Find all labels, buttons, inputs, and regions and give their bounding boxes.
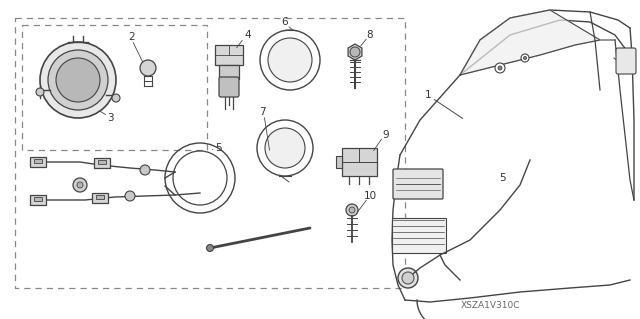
Circle shape xyxy=(495,63,505,73)
Circle shape xyxy=(36,88,44,96)
FancyBboxPatch shape xyxy=(219,77,239,97)
Text: 4: 4 xyxy=(244,30,252,40)
Circle shape xyxy=(398,268,418,288)
Circle shape xyxy=(402,272,414,284)
Circle shape xyxy=(140,60,156,76)
Text: 7: 7 xyxy=(259,107,266,117)
Polygon shape xyxy=(348,44,362,60)
Bar xyxy=(34,197,42,201)
Circle shape xyxy=(350,47,360,57)
Circle shape xyxy=(112,94,120,102)
Circle shape xyxy=(40,42,116,118)
Text: 9: 9 xyxy=(383,130,389,140)
Text: 10: 10 xyxy=(364,191,376,201)
Text: 5: 5 xyxy=(214,143,221,153)
Bar xyxy=(219,65,239,79)
Bar xyxy=(342,148,377,176)
Circle shape xyxy=(140,165,150,175)
Circle shape xyxy=(346,204,358,216)
Circle shape xyxy=(498,66,502,70)
Circle shape xyxy=(260,30,320,90)
Text: 2: 2 xyxy=(129,32,135,42)
Circle shape xyxy=(257,120,313,176)
Bar xyxy=(15,18,405,288)
Circle shape xyxy=(125,191,135,201)
Bar xyxy=(98,160,106,164)
FancyBboxPatch shape xyxy=(92,193,108,203)
FancyBboxPatch shape xyxy=(94,158,110,168)
FancyBboxPatch shape xyxy=(616,48,636,74)
Text: 5: 5 xyxy=(500,173,506,183)
Circle shape xyxy=(48,50,108,110)
Circle shape xyxy=(349,207,355,213)
Bar xyxy=(336,156,342,168)
Circle shape xyxy=(207,244,214,251)
Polygon shape xyxy=(460,10,600,75)
Circle shape xyxy=(73,178,87,192)
Circle shape xyxy=(521,54,529,62)
Text: 8: 8 xyxy=(367,30,373,40)
Bar xyxy=(392,218,446,253)
Text: 1: 1 xyxy=(425,90,431,100)
Bar xyxy=(96,195,104,199)
Bar xyxy=(34,159,42,163)
Bar xyxy=(22,25,207,150)
FancyBboxPatch shape xyxy=(30,157,46,167)
Circle shape xyxy=(77,182,83,188)
Bar xyxy=(215,45,243,65)
FancyBboxPatch shape xyxy=(30,195,46,205)
Text: XSZA1V310C: XSZA1V310C xyxy=(460,300,520,309)
Text: 6: 6 xyxy=(282,17,288,27)
Text: 3: 3 xyxy=(107,113,113,123)
Circle shape xyxy=(265,128,305,168)
Circle shape xyxy=(524,56,527,60)
Circle shape xyxy=(268,38,312,82)
FancyBboxPatch shape xyxy=(393,169,443,199)
Circle shape xyxy=(56,58,100,102)
